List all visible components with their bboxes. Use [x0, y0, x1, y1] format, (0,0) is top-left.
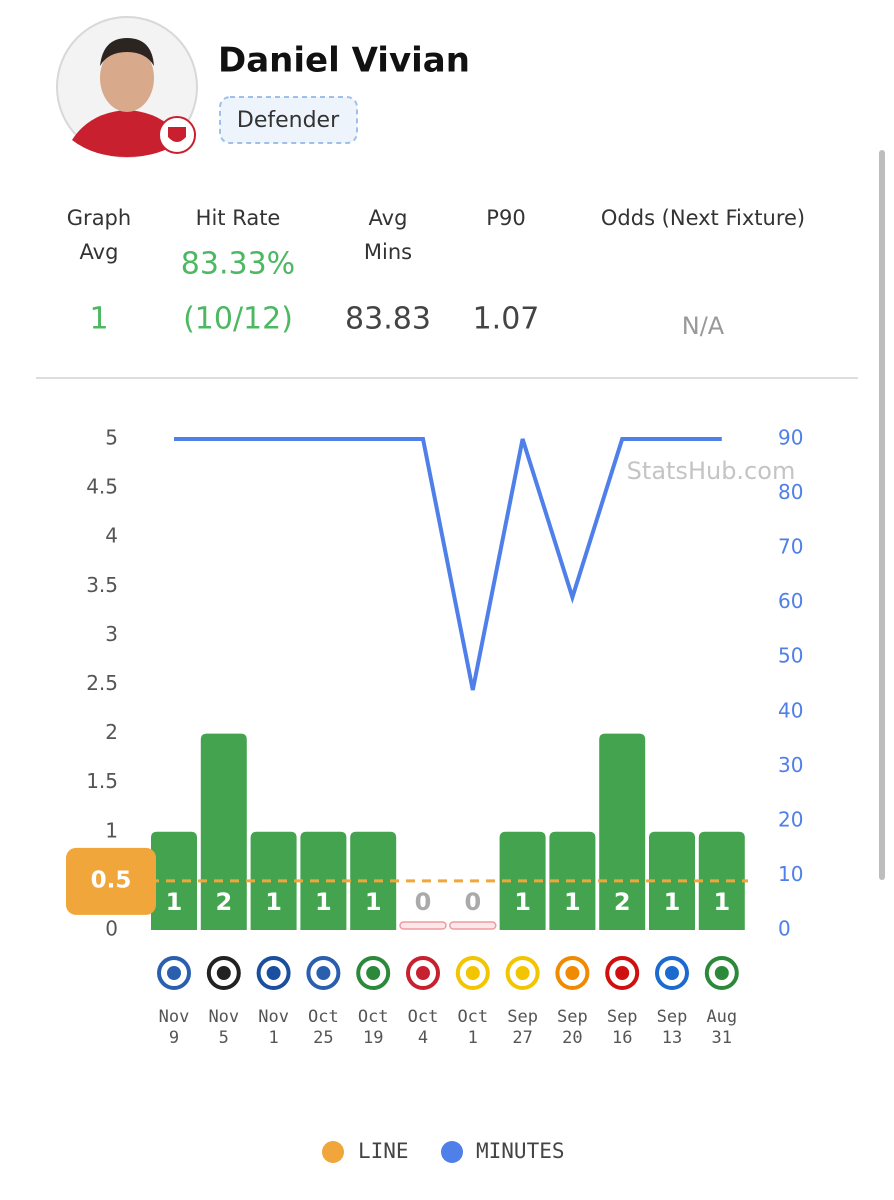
x-tick-label: Oct 25 [308, 1007, 339, 1048]
stat-value: 1 [89, 302, 108, 337]
team-logo-core [416, 966, 430, 980]
player-avatar [56, 16, 198, 158]
bar-value-label: 1 [315, 888, 332, 916]
x-tick-label: Nov 1 [258, 1007, 289, 1048]
position-badge [219, 96, 358, 144]
bar-value-label: 1 [514, 888, 531, 916]
stat-value: 83.33% [181, 247, 295, 282]
minutes-line [174, 437, 722, 691]
bar-value-label: 1 [166, 888, 183, 916]
x-tick-label: Oct 4 [408, 1007, 439, 1048]
x-tick-label: Oct 1 [457, 1007, 488, 1048]
stat-value: N/A [682, 312, 725, 340]
bar [250, 831, 297, 930]
bar [399, 921, 447, 930]
position: Defender [237, 108, 340, 133]
y2-tick-label: 30 [778, 753, 803, 777]
threshold-label: 0.5 [91, 867, 132, 893]
y2-tick-label: 20 [778, 807, 803, 831]
y-tick-label: 5 [105, 426, 118, 450]
x-tick-label: Sep 16 [607, 1007, 638, 1048]
bar [300, 831, 347, 930]
y2-tick-label: 10 [778, 862, 803, 886]
legend-swatch [441, 1141, 463, 1163]
legend-label: MINUTES [476, 1139, 565, 1163]
team-logo-core [515, 966, 530, 980]
bar-value-label: 2 [614, 888, 631, 916]
bar [449, 921, 497, 930]
bar-value-label: 1 [365, 888, 382, 916]
bar-value-label: 1 [664, 888, 681, 916]
y-tick-label: 2 [105, 720, 118, 744]
team-logo-core [266, 966, 281, 980]
y2-tick-label: 60 [778, 589, 803, 613]
x-tick-label: Nov 9 [159, 1007, 190, 1048]
y2-tick-label: 0 [778, 917, 791, 941]
x-tick-label: Oct 19 [358, 1007, 389, 1048]
stat-label: Odds (Next Fixture) [601, 206, 805, 230]
stat-value: 83.83 [345, 302, 431, 337]
y-tick-label: 2.5 [86, 671, 118, 695]
stat-label: Hit Rate [196, 206, 281, 230]
stat-label: P90 [486, 206, 525, 230]
team-logo-core [167, 966, 181, 980]
team-logo-core [714, 966, 729, 980]
watermark: StatsHub.com [627, 457, 796, 485]
bar [350, 831, 397, 930]
y2-tick-label: 80 [778, 480, 803, 504]
y-tick-label: 4.5 [86, 475, 118, 499]
team-logo-core [366, 966, 381, 980]
x-tick-label: Aug 31 [706, 1007, 737, 1048]
y2-tick-label: 90 [778, 426, 803, 450]
team-logo-core [465, 966, 480, 980]
y2-tick-label: 70 [778, 535, 803, 559]
legend-label: LINE [358, 1139, 409, 1163]
bar-value-label: 1 [265, 888, 282, 916]
y-tick-label: 4 [105, 524, 118, 548]
stat-label: Avg Mins [364, 206, 412, 264]
stat-detail: (10/12) [183, 302, 293, 337]
bar-value-label: 0 [415, 888, 432, 916]
x-tick-label: Sep 20 [557, 1007, 588, 1048]
stat-value: 1.07 [473, 302, 540, 337]
team-logo-core [316, 966, 331, 980]
bar [649, 831, 695, 930]
bar-value-label: 2 [215, 888, 232, 916]
y-tick-label: 3 [105, 622, 118, 646]
y-tick-label: 0 [105, 917, 118, 941]
team-logo-core [216, 966, 231, 980]
y2-tick-label: 40 [778, 698, 803, 722]
bar [698, 831, 745, 930]
bar-value-label: 1 [564, 888, 581, 916]
legend-swatch [322, 1141, 344, 1163]
team-logo-core [615, 966, 630, 980]
y-tick-label: 1 [105, 818, 118, 842]
x-tick-label: Sep 13 [657, 1007, 688, 1048]
player-name: Daniel Vivian [218, 41, 470, 81]
y-tick-label: 3.5 [86, 573, 118, 597]
stat-label: Graph Avg [67, 206, 131, 264]
bar-value-label: 1 [713, 888, 730, 916]
x-tick-label: Sep 27 [507, 1007, 538, 1048]
team-logo-core [565, 966, 580, 980]
y-tick-label: 1.5 [86, 769, 118, 793]
y2-tick-label: 50 [778, 644, 803, 668]
bar-value-label: 0 [464, 888, 481, 916]
x-tick-label: Nov 5 [208, 1007, 239, 1048]
threshold-badge [66, 847, 156, 915]
team-logo-core [665, 966, 679, 980]
scrollbar[interactable] [879, 150, 885, 880]
